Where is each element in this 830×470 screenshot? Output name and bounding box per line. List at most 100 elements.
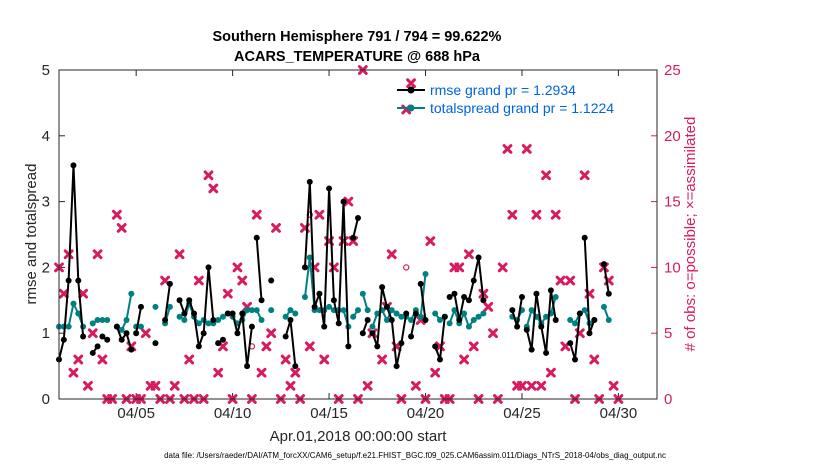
totalspread-point [422, 270, 429, 277]
rmse-point [456, 317, 463, 324]
rmse-point [374, 343, 381, 350]
rmse-point [316, 290, 323, 297]
obs-assimilated-marker [502, 144, 513, 154]
rmse-point [292, 363, 299, 370]
rmse-point [311, 303, 318, 310]
obs-possible-marker [403, 264, 410, 271]
obs-assimilated-marker [222, 288, 233, 299]
totalspread-point [340, 307, 347, 314]
obs-assimilated-marker [464, 249, 474, 260]
rmse-point [118, 336, 125, 343]
plot-area-frame [58, 69, 658, 400]
rmse-point [60, 336, 67, 343]
rmse-point [600, 261, 607, 268]
rmse-point [379, 284, 386, 291]
rmse-point [359, 330, 366, 337]
totalspread-point [364, 307, 371, 314]
rmse-point [451, 290, 458, 297]
rmse-point [75, 277, 82, 284]
obs-assimilated-marker [97, 354, 108, 365]
obs-assimilated-marker [87, 328, 98, 339]
rmse-point [576, 310, 583, 317]
rmse-point [195, 343, 202, 350]
obs-count-markers [54, 65, 624, 404]
rmse-point [543, 349, 550, 356]
rmse-line-segment [410, 313, 417, 337]
right-y-tick-label: 20 [664, 128, 681, 145]
rmse-line-segment [58, 164, 85, 360]
obs-assimilated-marker [140, 328, 151, 339]
rmse-point [133, 330, 140, 337]
rmse-point [528, 346, 535, 353]
rmse-point [465, 297, 472, 304]
obs-assimilated-marker [459, 354, 469, 365]
left-y-axis-tick-labels: 0 1 2 3 4 5 [42, 62, 50, 408]
obs-assimilated-marker [169, 380, 180, 391]
rmse-point [70, 162, 77, 169]
obs-assimilated-marker [213, 367, 224, 378]
rmse-line-segment [115, 326, 133, 350]
left-y-tick-label: 0 [42, 391, 50, 408]
totalspread-point [417, 313, 424, 320]
rmse-point [176, 297, 183, 304]
x-axis-tick-labels: 04/05 04/10 04/15 04/20 04/25 04/30 [117, 405, 637, 422]
obs-assimilated-marker [468, 341, 479, 352]
rmse-line-segment [304, 180, 350, 347]
rmse-line-segment [525, 289, 557, 354]
rmse-point [287, 317, 294, 324]
x-tick-label: 04/25 [503, 405, 541, 422]
totalspread-point [350, 313, 357, 320]
rmse-point [239, 310, 246, 317]
rmse-point [191, 310, 198, 317]
totalspread-line-segment [116, 293, 133, 331]
rmse-point [65, 277, 72, 284]
obs-assimilated-marker [290, 367, 301, 378]
obs-assimilated-marker [546, 367, 556, 378]
rmse-point [113, 323, 120, 330]
x-tick-label: 04/05 [117, 405, 155, 422]
rmse-point [393, 363, 400, 370]
obs-assimilated-marker [83, 380, 93, 391]
totalspread-point [99, 317, 106, 324]
rmse-point [398, 340, 405, 347]
obs-assimilated-marker [454, 262, 465, 273]
rmse-point [224, 310, 231, 317]
totalspread-point [104, 317, 111, 324]
totalspread-point [118, 326, 125, 333]
obs-assimilated-marker [536, 380, 547, 391]
rmse-point [80, 333, 87, 340]
rmse-point [248, 323, 255, 330]
rmse-point [89, 349, 96, 356]
obs-assimilated-marker [58, 288, 69, 299]
rmse-point [335, 320, 342, 327]
totalspread-point [572, 320, 579, 327]
chart-title: Southern Hemisphere 791 / 794 = 99.622% … [213, 29, 502, 65]
totalspread-point [408, 317, 415, 324]
obs-assimilated-marker [497, 262, 508, 273]
rmse-point [581, 234, 588, 241]
totalspread-point [388, 307, 395, 314]
left-y-tick-label: 3 [42, 194, 50, 211]
obs-assimilated-marker [150, 380, 161, 391]
rmse-point [383, 303, 390, 310]
totalspread-point [123, 317, 130, 324]
obs-assimilated-marker [63, 249, 74, 260]
rmse-point [128, 346, 135, 353]
rmse-point [446, 294, 453, 301]
totalspread-point [215, 317, 222, 324]
obs-assimilated-marker [608, 380, 619, 391]
rmse-point [518, 294, 525, 301]
totalspread-point [128, 290, 135, 297]
rmse-point [480, 297, 487, 304]
data-file-footer: data file: /Users/raeder/DAI/ATM_forcXX/… [164, 451, 666, 460]
totalspread-point [166, 303, 173, 310]
rmse-point [523, 326, 530, 333]
totalspread-point [465, 323, 472, 330]
rmse-point [514, 323, 521, 330]
left-y-axis-label: rmse and totalspread [23, 164, 40, 305]
totalspread-point [480, 310, 487, 317]
obs-assimilated-marker [232, 262, 243, 273]
rmse-line-segment [135, 306, 142, 334]
rmse-point [538, 323, 545, 330]
totalspread-point [292, 310, 299, 317]
